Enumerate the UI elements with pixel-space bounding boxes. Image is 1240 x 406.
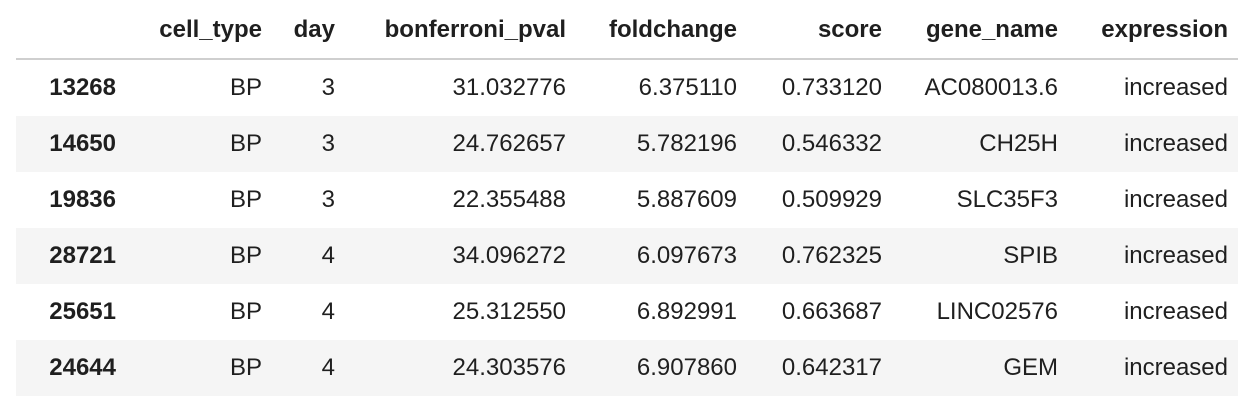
header-row: cell_type day bonferroni_pval foldchange… — [16, 2, 1238, 60]
table-row: 28721 BP 4 34.096272 6.097673 0.762325 S… — [16, 228, 1238, 284]
cell-day: 3 — [321, 186, 335, 213]
cell-foldchange: 5.887609 — [636, 186, 737, 213]
cell-foldchange: 6.097673 — [636, 242, 737, 269]
header-score: score — [747, 2, 892, 60]
cell-day: 4 — [321, 354, 335, 381]
header-expression: expression — [1068, 2, 1238, 60]
table-row: 14650 BP 3 24.762657 5.782196 0.546332 C… — [16, 116, 1238, 172]
cell-bonferroni-pval: 24.303576 — [452, 354, 566, 381]
header-day: day — [272, 2, 345, 60]
cell-day: 4 — [321, 298, 335, 325]
cell-cell-type: BP — [229, 74, 262, 101]
cell-score: 0.546332 — [781, 130, 882, 157]
header-cell-type: cell_type — [126, 2, 272, 60]
cell-expression: increased — [1123, 186, 1228, 213]
cell-gene-name: AC080013.6 — [924, 74, 1058, 101]
header-foldchange: foldchange — [576, 2, 747, 60]
header-bonferroni-pval: bonferroni_pval — [345, 2, 576, 60]
cell-bonferroni-pval: 25.312550 — [452, 298, 566, 325]
cell-score: 0.733120 — [781, 74, 882, 101]
cell-foldchange: 6.907860 — [636, 354, 737, 381]
cell-bonferroni-pval: 22.355488 — [452, 186, 566, 213]
cell-day: 4 — [321, 242, 335, 269]
row-index: 19836 — [49, 186, 116, 213]
cell-bonferroni-pval: 24.762657 — [452, 130, 566, 157]
row-index: 14650 — [49, 130, 116, 157]
cell-day: 3 — [321, 130, 335, 157]
row-index: 25651 — [49, 298, 116, 325]
cell-score: 0.509929 — [781, 186, 882, 213]
table-row: 24644 BP 4 24.303576 6.907860 0.642317 G… — [16, 340, 1238, 396]
cell-cell-type: BP — [229, 354, 262, 381]
cell-gene-name: SLC35F3 — [956, 186, 1058, 213]
cell-day: 3 — [321, 74, 335, 101]
table-body: 13268 BP 3 31.032776 6.375110 0.733120 A… — [16, 59, 1238, 396]
cell-cell-type: BP — [229, 242, 262, 269]
cell-score: 0.762325 — [781, 242, 882, 269]
cell-gene-name: GEM — [1003, 354, 1058, 381]
cell-score: 0.663687 — [781, 298, 882, 325]
cell-bonferroni-pval: 31.032776 — [452, 74, 566, 101]
cell-expression: increased — [1123, 130, 1228, 157]
header-index — [16, 2, 126, 60]
cell-gene-name: SPIB — [1003, 242, 1058, 269]
table-row: 19836 BP 3 22.355488 5.887609 0.509929 S… — [16, 172, 1238, 228]
cell-score: 0.642317 — [781, 354, 882, 381]
header-gene-name: gene_name — [892, 2, 1068, 60]
cell-expression: increased — [1123, 354, 1228, 381]
dataframe-table: cell_type day bonferroni_pval foldchange… — [16, 2, 1238, 396]
row-index: 24644 — [49, 354, 116, 381]
table-header: cell_type day bonferroni_pval foldchange… — [16, 2, 1238, 60]
cell-expression: increased — [1123, 298, 1228, 325]
cell-cell-type: BP — [229, 186, 262, 213]
cell-bonferroni-pval: 34.096272 — [452, 242, 566, 269]
cell-cell-type: BP — [229, 298, 262, 325]
table-row: 13268 BP 3 31.032776 6.375110 0.733120 A… — [16, 59, 1238, 116]
cell-expression: increased — [1123, 74, 1228, 101]
row-index: 13268 — [49, 74, 116, 101]
table-row: 25651 BP 4 25.312550 6.892991 0.663687 L… — [16, 284, 1238, 340]
cell-foldchange: 5.782196 — [636, 130, 737, 157]
row-index: 28721 — [49, 242, 116, 269]
cell-foldchange: 6.892991 — [636, 298, 737, 325]
dataframe-output: cell_type day bonferroni_pval foldchange… — [16, 2, 1238, 396]
cell-gene-name: CH25H — [979, 130, 1058, 157]
cell-foldchange: 6.375110 — [638, 74, 737, 101]
cell-cell-type: BP — [229, 130, 262, 157]
cell-expression: increased — [1123, 242, 1228, 269]
cell-gene-name: LINC02576 — [936, 298, 1058, 325]
